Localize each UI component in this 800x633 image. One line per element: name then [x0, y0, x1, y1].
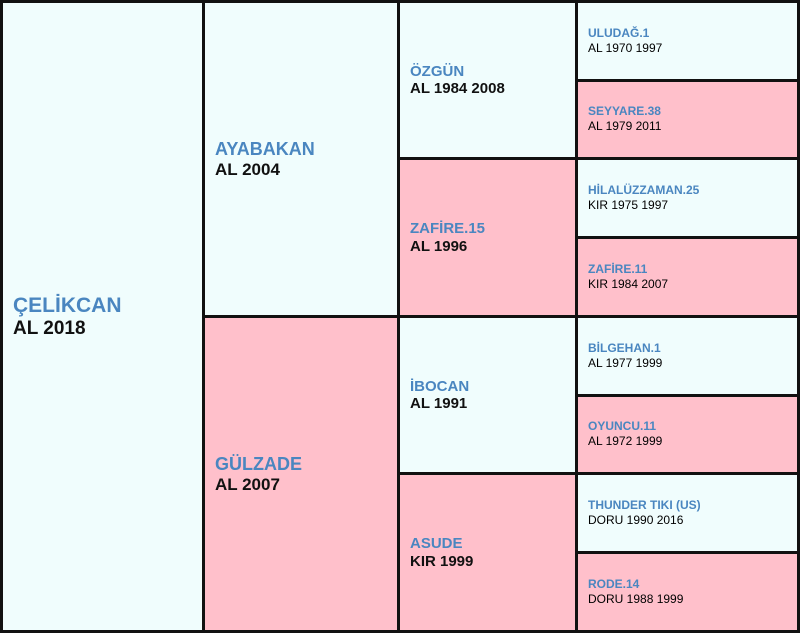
horse-sire-sire-dam[interactable]: SEYYARE.38 AL 1979 2011 [578, 82, 797, 157]
horse-info: KIR 1975 1997 [588, 197, 669, 212]
horse-info: AL 2007 [215, 474, 280, 494]
horse-name[interactable]: ZAFİRE.15 [410, 220, 486, 238]
horse-name[interactable]: ZAFİRE.11 [588, 261, 648, 276]
horse-sire[interactable]: AYABAKAN AL 2004 [205, 3, 397, 315]
horse-sire-dam-sire[interactable]: HİLALÜZZAMAN.25 KIR 1975 1997 [578, 160, 797, 236]
horse-name[interactable]: HİLALÜZZAMAN.25 [588, 182, 700, 197]
horse-name[interactable]: ULUDAĞ.1 [588, 25, 650, 40]
horse-info: DORU 1990 2016 [588, 512, 684, 527]
horse-name[interactable]: OYUNCU.11 [588, 419, 657, 434]
horse-sire-sire-sire[interactable]: ULUDAĞ.1 AL 1970 1997 [578, 3, 797, 79]
horse-name[interactable]: İBOCAN [410, 377, 470, 395]
horse-name[interactable]: GÜLZADE [215, 453, 302, 474]
horse-info: AL 1977 1999 [588, 355, 663, 370]
horse-sire-dam-dam[interactable]: ZAFİRE.11 KIR 1984 2007 [578, 239, 797, 315]
horse-name[interactable]: RODE.14 [588, 576, 640, 591]
horse-dam-dam-dam[interactable]: RODE.14 DORU 1988 1999 [578, 554, 797, 630]
horse-info: AL 2018 [13, 317, 86, 339]
horse-sire-dam[interactable]: ZAFİRE.15 AL 1996 [400, 160, 575, 315]
horse-info: AL 1991 [410, 395, 468, 412]
horse-info: AL 1996 [410, 237, 468, 255]
horse-dam-sire-sire[interactable]: BİLGEHAN.1 AL 1977 1999 [578, 318, 797, 394]
horse-name[interactable]: BİLGEHAN.1 [588, 340, 661, 355]
horse-info: AL 1984 2008 [410, 80, 505, 97]
horse-info: AL 1970 1997 [588, 40, 663, 55]
horse-name[interactable]: AYABAKAN [215, 138, 315, 159]
horse-name[interactable]: ASUDE [410, 535, 463, 553]
horse-info: KIR 1984 2007 [588, 276, 669, 291]
horse-dam[interactable]: GÜLZADE AL 2007 [205, 318, 397, 630]
horse-self[interactable]: ÇELİKCAN AL 2018 [3, 3, 202, 630]
horse-dam-sire[interactable]: İBOCAN AL 1991 [400, 318, 575, 472]
horse-dam-dam-sire[interactable]: THUNDER TIKI (US) DORU 1990 2016 [578, 475, 797, 551]
horse-name[interactable]: THUNDER TIKI (US) [588, 497, 701, 512]
horse-info: KIR 1999 [410, 552, 474, 570]
horse-name[interactable]: ÇELİKCAN [13, 293, 122, 317]
horse-info: AL 2004 [215, 159, 280, 179]
horse-info: AL 1972 1999 [588, 434, 663, 448]
horse-info: AL 1979 2011 [588, 119, 662, 133]
horse-dam-sire-dam[interactable]: OYUNCU.11 AL 1972 1999 [578, 397, 797, 472]
horse-sire-sire[interactable]: ÖZGÜN AL 1984 2008 [400, 3, 575, 157]
horse-name[interactable]: SEYYARE.38 [588, 104, 661, 119]
horse-info: DORU 1988 1999 [588, 591, 684, 606]
horse-dam-dam[interactable]: ASUDE KIR 1999 [400, 475, 575, 630]
horse-name[interactable]: ÖZGÜN [410, 62, 465, 80]
